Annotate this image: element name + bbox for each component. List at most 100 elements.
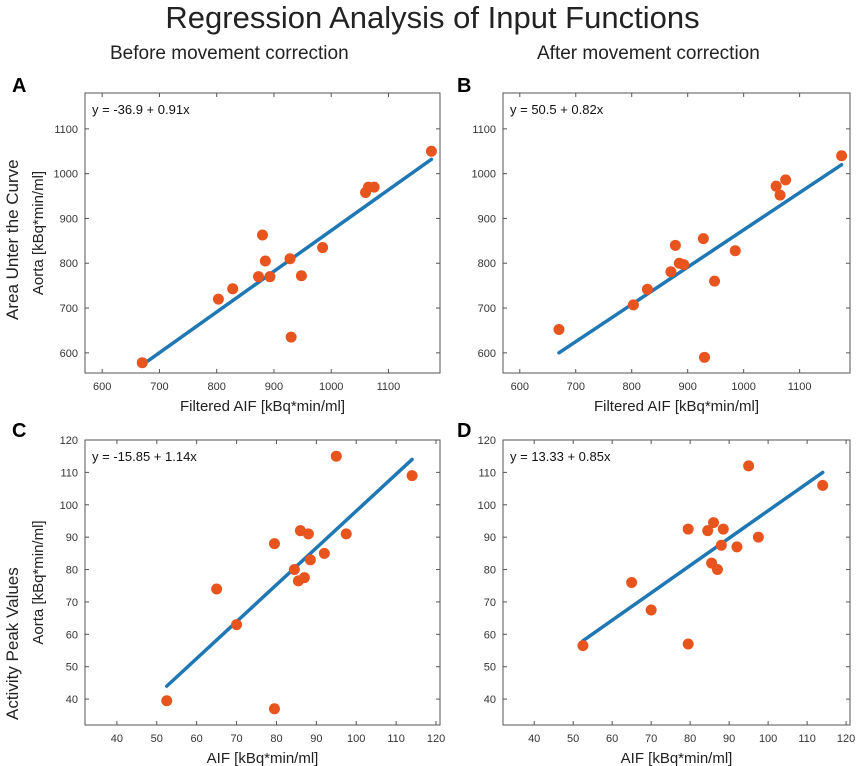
regression-equation: y = -15.85 + 1.14x (92, 449, 197, 464)
y-tick-label: 40 (484, 694, 496, 706)
regression-line (581, 470, 825, 643)
y-tick-label: 110 (478, 467, 496, 479)
x-tick-label: 90 (310, 733, 322, 745)
data-point (268, 538, 280, 550)
x-tick-label: 70 (230, 733, 242, 745)
y-tick-label: 90 (66, 532, 78, 544)
x-tick-label: 800 (208, 381, 226, 393)
data-point (626, 577, 638, 588)
y-tick-label: 100 (60, 500, 78, 512)
y-axis-label: Aorta [kBq*min/ml] (30, 520, 47, 644)
y-tick-label: 50 (484, 662, 496, 674)
x-tick-label: 90 (723, 733, 735, 745)
x-tick-label: 600 (93, 381, 111, 393)
regression-line (165, 457, 414, 688)
column-title-before: Before movement correction (110, 43, 349, 64)
data-point (285, 331, 297, 343)
y-tick-label: 900 (60, 213, 78, 225)
data-point (406, 470, 418, 482)
data-point (717, 523, 729, 535)
data-point (212, 293, 224, 305)
panel-b: 600 700 800 900 1000 1100 600 700 800 900 1000 1100… (472, 92, 851, 415)
y-tick-label: 70 (66, 597, 78, 609)
data-point (304, 554, 316, 566)
data-point (697, 233, 709, 245)
data-point (743, 460, 755, 472)
x-tick-label: 1100 (788, 381, 812, 393)
data-point (729, 245, 741, 257)
y-tick-label: 1100 (54, 124, 78, 136)
data-point (268, 703, 280, 715)
x-tick-label: 1000 (319, 381, 343, 393)
x-axis-label: AIF [kBq*min/ml] (207, 750, 319, 766)
y-tick-label: 120 (60, 435, 78, 447)
data-point (627, 299, 639, 311)
x-tick-label: 80 (684, 733, 696, 745)
plot-frame-d (502, 439, 851, 726)
y-tick-label: 100 (478, 500, 496, 512)
x-tick-label: 100 (759, 733, 777, 745)
y-tick-label: 80 (484, 565, 496, 577)
panel-letter-a: A (12, 75, 27, 97)
x-axis-label: AIF [kBq*min/ml] (621, 750, 733, 766)
data-point (645, 604, 657, 616)
x-tick-label: 40 (111, 733, 123, 745)
data-point (836, 150, 848, 162)
y-tick-label: 40 (66, 694, 78, 706)
data-point (641, 283, 653, 295)
x-tick-label: 50 (567, 733, 579, 745)
y-tick-label: 80 (66, 565, 78, 577)
y-tick-label: 110 (60, 467, 78, 479)
x-tick-label: 900 (265, 381, 283, 393)
y-tick-label: 120 (478, 435, 496, 447)
data-point (711, 564, 723, 576)
figure-title: Regression Analysis of Input Functions (165, 0, 700, 35)
x-tick-label: 110 (387, 733, 405, 745)
x-axis-label: Filtered AIF [kBq*min/ml] (180, 398, 345, 415)
x-tick-label: 120 (427, 733, 445, 745)
y-tick-label: 800 (60, 258, 78, 270)
x-tick-label: 60 (191, 733, 203, 745)
regression-line (557, 162, 844, 355)
data-point (317, 242, 329, 254)
y-tick-label: 700 (478, 303, 496, 315)
data-point (318, 547, 330, 559)
panel-letter-c: C (12, 420, 27, 442)
data-point (731, 541, 743, 553)
panel-a: 600 700 800 900 1000 1100 600 700 800 900 1000 1100… (30, 92, 441, 415)
data-point (702, 525, 714, 537)
x-tick-label: 100 (347, 733, 365, 745)
x-tick-label: 1100 (377, 381, 401, 393)
data-point (709, 275, 721, 287)
regression-equation: y = 13.33 + 0.85x (510, 449, 611, 464)
data-point (780, 174, 792, 186)
y-tick-label: 60 (484, 629, 496, 641)
panel-letter-b: B (457, 75, 472, 97)
x-tick-label: 110 (798, 733, 816, 745)
x-tick-label: 800 (623, 381, 641, 393)
y-tick-label: 600 (478, 348, 496, 360)
y-tick-label: 70 (484, 597, 496, 609)
data-point (698, 351, 710, 363)
data-point (259, 255, 271, 267)
data-point (227, 283, 239, 295)
data-point (368, 181, 380, 193)
data-point (295, 270, 307, 282)
x-tick-label: 700 (150, 381, 168, 393)
data-point (577, 640, 589, 652)
data-point (161, 695, 173, 707)
x-tick-label: 40 (528, 733, 540, 745)
x-tick-label: 60 (606, 733, 618, 745)
y-tick-label: 800 (478, 258, 496, 270)
y-tick-label: 50 (66, 662, 78, 674)
data-point (340, 528, 352, 540)
y-axis-label: Aorta [kBq*min/ml] (30, 171, 47, 295)
data-point (211, 583, 223, 595)
data-point (330, 450, 342, 462)
x-tick-label: 50 (151, 733, 163, 745)
data-point (682, 638, 694, 650)
regression-equation: y = -36.9 + 0.91x (92, 102, 190, 117)
panel-d: 40 50 60 70 80 90 100 110 120 40 50 60 70 80 90 100 110 1… (478, 435, 856, 766)
y-tick-label: 700 (60, 303, 78, 315)
